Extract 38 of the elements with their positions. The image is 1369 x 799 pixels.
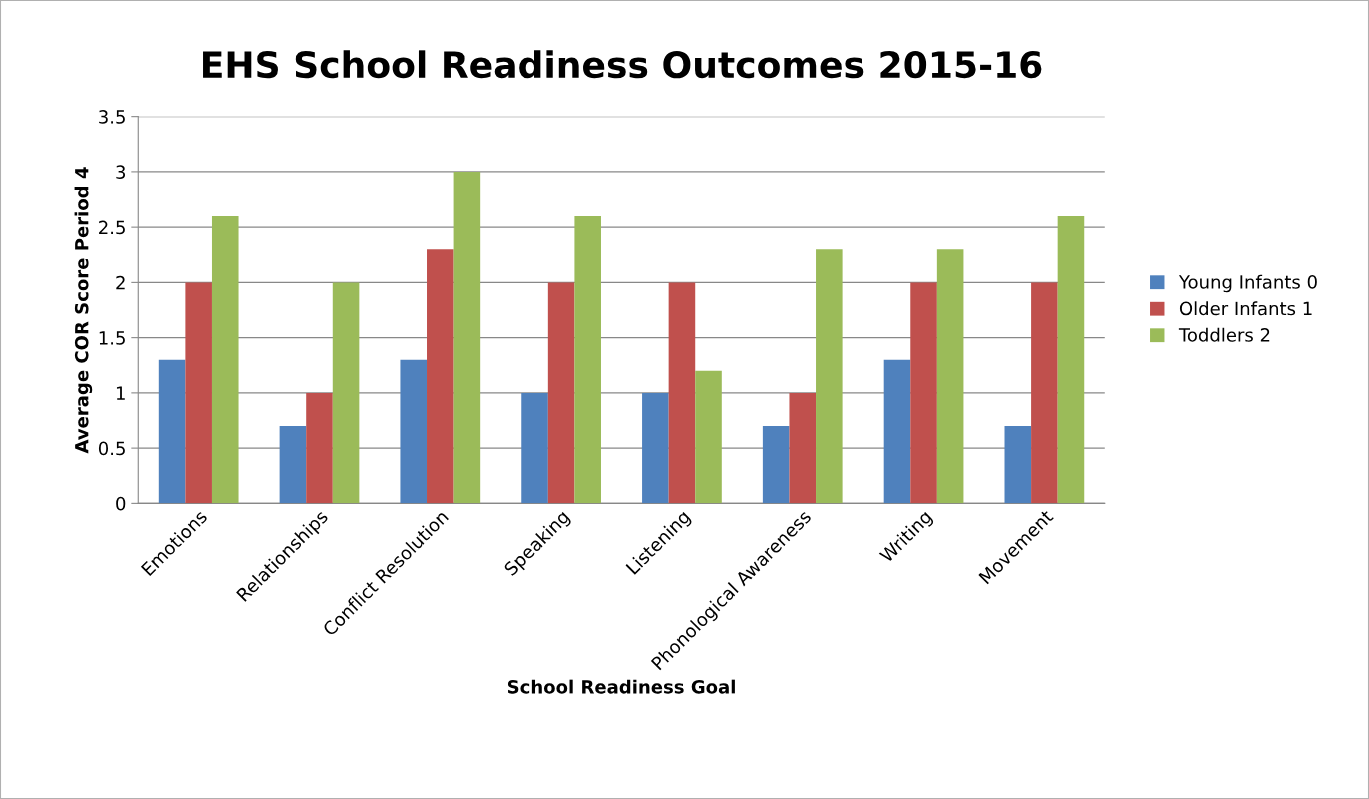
bar [306,392,333,504]
bar [453,171,481,504]
bar [574,216,601,504]
bar [883,359,911,504]
bar [816,249,843,504]
bar [1031,282,1058,504]
bar [762,426,790,504]
y-tick-label: 3.5 [99,110,125,124]
bar [936,249,964,504]
y-tick-label: 0.5 [98,441,125,456]
legend-label: Toddlers 2 [1178,327,1270,342]
bar [211,216,239,504]
y-tick-label: 1 [116,386,125,400]
bar [400,359,428,504]
x-axis-title: School Readiness Goal [507,679,735,694]
y-tick-label: 0 [116,496,126,511]
legend-label: Older Infants 1 [1179,301,1312,316]
bar [789,392,817,504]
y-tick-label: 2 [116,275,125,290]
y-tick-label: 1.5 [99,331,125,345]
legend-label: Young Infants 0 [1178,274,1317,293]
bar [427,249,454,504]
bar [642,392,669,504]
bar [910,282,937,504]
bar [185,282,212,504]
bar [695,370,722,504]
bar [1004,426,1032,504]
bar [521,392,548,504]
bar [1057,216,1085,504]
bar [158,359,186,504]
y-tick-label: 2.5 [99,220,125,235]
chart-title: EHS School Readiness Outcomes 2015-16 [203,50,1042,79]
bar [547,282,575,504]
bar [332,282,360,504]
y-axis-title: Average COR Score Period 4 [74,167,93,454]
y-tick-label: 3 [116,165,126,180]
bar [668,282,696,504]
bar [279,426,307,504]
